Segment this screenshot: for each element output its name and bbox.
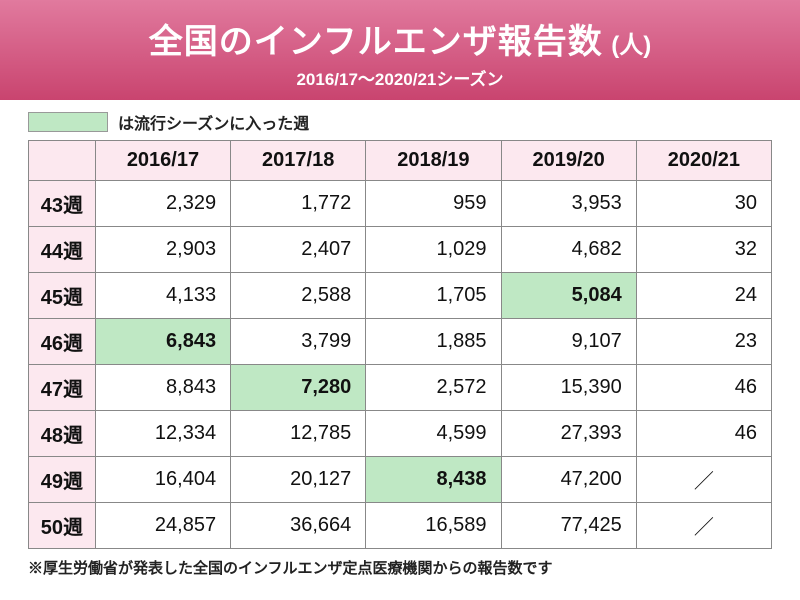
title-unit: (人) [611, 32, 651, 59]
table-cell: 1,885 [366, 319, 501, 365]
table-cell: 4,599 [366, 411, 501, 457]
data-table: 2016/172017/182018/192019/202020/21 43週2… [28, 140, 772, 549]
table-cell: 959 [366, 181, 501, 227]
table-cell: 30 [636, 181, 771, 227]
row-label: 45週 [29, 273, 96, 319]
table-cell: 36,664 [231, 503, 366, 549]
row-label: 47週 [29, 365, 96, 411]
table-row: 45週4,1332,5881,7055,08424 [29, 273, 772, 319]
table-cell: 24 [636, 273, 771, 319]
column-header: 2017/18 [231, 141, 366, 181]
table-cell: 2,329 [95, 181, 230, 227]
table-cell: 2,903 [95, 227, 230, 273]
table-cell: 5,084 [501, 273, 636, 319]
header: 全国のインフルエンザ報告数 (人) 2016/17〜2020/21シーズン [0, 0, 800, 100]
table-cell: 3,953 [501, 181, 636, 227]
table-cell: ／ [636, 503, 771, 549]
column-header: 2019/20 [501, 141, 636, 181]
footnote: ※厚生労働省が発表した全国のインフルエンザ定点医療機関からの報告数です [28, 557, 772, 578]
table-row: 48週12,33412,7854,59927,39346 [29, 411, 772, 457]
table-cell: 46 [636, 365, 771, 411]
row-label: 44週 [29, 227, 96, 273]
column-header: 2016/17 [95, 141, 230, 181]
table-cell: 12,334 [95, 411, 230, 457]
legend-text: は流行シーズンに入った週 [118, 110, 309, 134]
table-cell: 15,390 [501, 365, 636, 411]
table-cell: 27,393 [501, 411, 636, 457]
table-cell: 8,843 [95, 365, 230, 411]
table-cell: 32 [636, 227, 771, 273]
subtitle: 2016/17〜2020/21シーズン [0, 65, 800, 90]
table-cell: 1,705 [366, 273, 501, 319]
table-row: 43週2,3291,7729593,95330 [29, 181, 772, 227]
row-label: 43週 [29, 181, 96, 227]
table-cell: 2,588 [231, 273, 366, 319]
table-cell: 8,438 [366, 457, 501, 503]
row-label: 48週 [29, 411, 96, 457]
table-cell: 47,200 [501, 457, 636, 503]
table-cell: 12,785 [231, 411, 366, 457]
row-label: 50週 [29, 503, 96, 549]
table-cell: 77,425 [501, 503, 636, 549]
table-cell: 4,682 [501, 227, 636, 273]
column-header: 2020/21 [636, 141, 771, 181]
legend-swatch [28, 112, 108, 132]
table-row: 44週2,9032,4071,0294,68232 [29, 227, 772, 273]
row-label: 46週 [29, 319, 96, 365]
table-container: 2016/172017/182018/192019/202020/21 43週2… [28, 140, 772, 549]
table-cell: 7,280 [231, 365, 366, 411]
row-label: 49週 [29, 457, 96, 503]
table-cell: 9,107 [501, 319, 636, 365]
table-cell: ／ [636, 457, 771, 503]
table-row: 49週16,40420,1278,43847,200／ [29, 457, 772, 503]
table-row: 50週24,85736,66416,58977,425／ [29, 503, 772, 549]
column-header: 2018/19 [366, 141, 501, 181]
column-header [29, 141, 96, 181]
table-cell: 46 [636, 411, 771, 457]
table-cell: 2,572 [366, 365, 501, 411]
table-cell: 6,843 [95, 319, 230, 365]
table-header-row: 2016/172017/182018/192019/202020/21 [29, 141, 772, 181]
table-cell: 23 [636, 319, 771, 365]
table-cell: 16,404 [95, 457, 230, 503]
table-cell: 4,133 [95, 273, 230, 319]
table-cell: 1,029 [366, 227, 501, 273]
table-row: 47週8,8437,2802,57215,39046 [29, 365, 772, 411]
table-cell: 2,407 [231, 227, 366, 273]
table-cell: 20,127 [231, 457, 366, 503]
table-cell: 1,772 [231, 181, 366, 227]
table-row: 46週6,8433,7991,8859,10723 [29, 319, 772, 365]
table-cell: 3,799 [231, 319, 366, 365]
legend: は流行シーズンに入った週 [28, 110, 800, 134]
table-cell: 24,857 [95, 503, 230, 549]
table-cell: 16,589 [366, 503, 501, 549]
page-title: 全国のインフルエンザ報告数 [149, 23, 603, 61]
